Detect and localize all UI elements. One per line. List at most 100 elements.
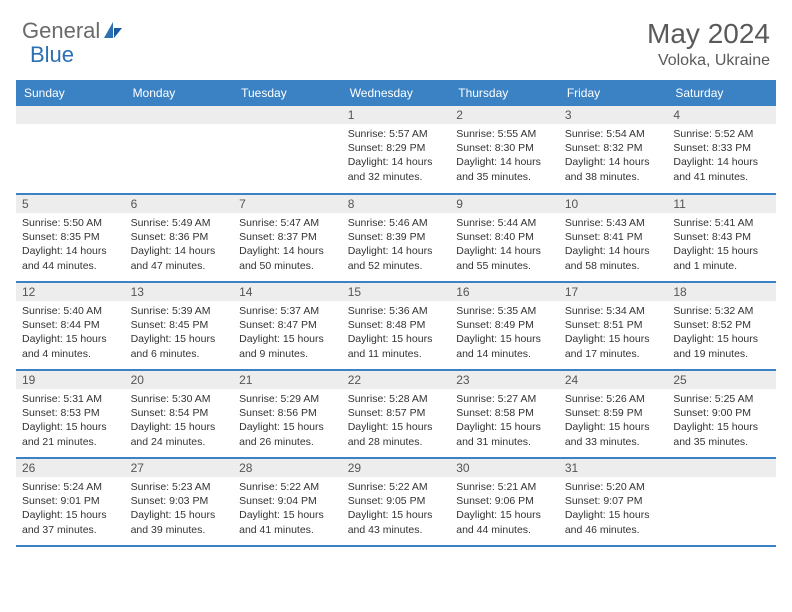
day-cell: 9Sunrise: 5:44 AMSunset: 8:40 PMDaylight… [450, 194, 559, 282]
day-number: 7 [233, 195, 342, 213]
day-body: Sunrise: 5:27 AMSunset: 8:58 PMDaylight:… [450, 389, 559, 453]
day-cell: 20Sunrise: 5:30 AMSunset: 8:54 PMDayligh… [125, 370, 234, 458]
day-number: 26 [16, 459, 125, 477]
sunset-line: Sunset: 8:58 PM [456, 406, 553, 420]
daylight-line: Daylight: 14 hours and 35 minutes. [456, 155, 553, 183]
sunrise-line: Sunrise: 5:43 AM [565, 216, 662, 230]
day-cell: 11Sunrise: 5:41 AMSunset: 8:43 PMDayligh… [667, 194, 776, 282]
sunrise-line: Sunrise: 5:28 AM [348, 392, 445, 406]
daylight-line: Daylight: 15 hours and 26 minutes. [239, 420, 336, 448]
daylight-line: Daylight: 14 hours and 38 minutes. [565, 155, 662, 183]
day-number [233, 106, 342, 124]
day-number: 23 [450, 371, 559, 389]
day-number: 1 [342, 106, 451, 124]
daylight-line: Daylight: 15 hours and 31 minutes. [456, 420, 553, 448]
sunset-line: Sunset: 8:41 PM [565, 230, 662, 244]
sunset-line: Sunset: 8:43 PM [673, 230, 770, 244]
sunrise-line: Sunrise: 5:46 AM [348, 216, 445, 230]
daylight-line: Daylight: 15 hours and 6 minutes. [131, 332, 228, 360]
day-number: 3 [559, 106, 668, 124]
week-row: 1Sunrise: 5:57 AMSunset: 8:29 PMDaylight… [16, 106, 776, 194]
day-cell: 12Sunrise: 5:40 AMSunset: 8:44 PMDayligh… [16, 282, 125, 370]
day-body: Sunrise: 5:55 AMSunset: 8:30 PMDaylight:… [450, 124, 559, 188]
sunrise-line: Sunrise: 5:50 AM [22, 216, 119, 230]
daylight-line: Daylight: 15 hours and 11 minutes. [348, 332, 445, 360]
brand-logo: General [22, 18, 126, 44]
sunset-line: Sunset: 8:52 PM [673, 318, 770, 332]
sunrise-line: Sunrise: 5:37 AM [239, 304, 336, 318]
day-number: 31 [559, 459, 668, 477]
day-cell: 18Sunrise: 5:32 AMSunset: 8:52 PMDayligh… [667, 282, 776, 370]
day-header: Saturday [667, 80, 776, 106]
daylight-line: Daylight: 15 hours and 28 minutes. [348, 420, 445, 448]
sunrise-line: Sunrise: 5:27 AM [456, 392, 553, 406]
sunset-line: Sunset: 8:54 PM [131, 406, 228, 420]
day-cell: 23Sunrise: 5:27 AMSunset: 8:58 PMDayligh… [450, 370, 559, 458]
day-body: Sunrise: 5:22 AMSunset: 9:05 PMDaylight:… [342, 477, 451, 541]
sunset-line: Sunset: 8:48 PM [348, 318, 445, 332]
sunrise-line: Sunrise: 5:47 AM [239, 216, 336, 230]
day-body: Sunrise: 5:24 AMSunset: 9:01 PMDaylight:… [16, 477, 125, 541]
sunset-line: Sunset: 8:57 PM [348, 406, 445, 420]
sunrise-line: Sunrise: 5:40 AM [22, 304, 119, 318]
title-block: May 2024 Voloka, Ukraine [647, 18, 770, 70]
day-number: 9 [450, 195, 559, 213]
sunrise-line: Sunrise: 5:32 AM [673, 304, 770, 318]
daylight-line: Daylight: 14 hours and 44 minutes. [22, 244, 119, 272]
daylight-line: Daylight: 14 hours and 50 minutes. [239, 244, 336, 272]
daylight-line: Daylight: 15 hours and 24 minutes. [131, 420, 228, 448]
daylight-line: Daylight: 15 hours and 14 minutes. [456, 332, 553, 360]
day-body: Sunrise: 5:36 AMSunset: 8:48 PMDaylight:… [342, 301, 451, 365]
sunset-line: Sunset: 8:30 PM [456, 141, 553, 155]
day-header: Friday [559, 80, 668, 106]
day-number: 20 [125, 371, 234, 389]
daylight-line: Daylight: 14 hours and 52 minutes. [348, 244, 445, 272]
sunset-line: Sunset: 8:56 PM [239, 406, 336, 420]
sunset-line: Sunset: 8:49 PM [456, 318, 553, 332]
day-body: Sunrise: 5:37 AMSunset: 8:47 PMDaylight:… [233, 301, 342, 365]
daylight-line: Daylight: 14 hours and 58 minutes. [565, 244, 662, 272]
sunrise-line: Sunrise: 5:23 AM [131, 480, 228, 494]
week-row: 12Sunrise: 5:40 AMSunset: 8:44 PMDayligh… [16, 282, 776, 370]
day-cell: 13Sunrise: 5:39 AMSunset: 8:45 PMDayligh… [125, 282, 234, 370]
daylight-line: Daylight: 15 hours and 44 minutes. [456, 508, 553, 536]
day-cell [125, 106, 234, 194]
day-cell: 28Sunrise: 5:22 AMSunset: 9:04 PMDayligh… [233, 458, 342, 546]
sunrise-line: Sunrise: 5:22 AM [348, 480, 445, 494]
day-number: 17 [559, 283, 668, 301]
sunrise-line: Sunrise: 5:25 AM [673, 392, 770, 406]
day-body: Sunrise: 5:50 AMSunset: 8:35 PMDaylight:… [16, 213, 125, 277]
sunrise-line: Sunrise: 5:26 AM [565, 392, 662, 406]
day-cell: 4Sunrise: 5:52 AMSunset: 8:33 PMDaylight… [667, 106, 776, 194]
daylight-line: Daylight: 14 hours and 47 minutes. [131, 244, 228, 272]
brand-name-2: Blue [30, 42, 74, 67]
day-number [125, 106, 234, 124]
sunset-line: Sunset: 8:47 PM [239, 318, 336, 332]
day-body: Sunrise: 5:39 AMSunset: 8:45 PMDaylight:… [125, 301, 234, 365]
sunrise-line: Sunrise: 5:41 AM [673, 216, 770, 230]
day-cell: 29Sunrise: 5:22 AMSunset: 9:05 PMDayligh… [342, 458, 451, 546]
day-cell [667, 458, 776, 546]
day-number: 6 [125, 195, 234, 213]
day-body: Sunrise: 5:34 AMSunset: 8:51 PMDaylight:… [559, 301, 668, 365]
day-cell: 22Sunrise: 5:28 AMSunset: 8:57 PMDayligh… [342, 370, 451, 458]
day-number: 22 [342, 371, 451, 389]
day-body: Sunrise: 5:28 AMSunset: 8:57 PMDaylight:… [342, 389, 451, 453]
day-cell: 3Sunrise: 5:54 AMSunset: 8:32 PMDaylight… [559, 106, 668, 194]
sunset-line: Sunset: 9:07 PM [565, 494, 662, 508]
daylight-line: Daylight: 15 hours and 9 minutes. [239, 332, 336, 360]
day-body: Sunrise: 5:47 AMSunset: 8:37 PMDaylight:… [233, 213, 342, 277]
sunrise-line: Sunrise: 5:54 AM [565, 127, 662, 141]
day-number: 15 [342, 283, 451, 301]
day-cell: 2Sunrise: 5:55 AMSunset: 8:30 PMDaylight… [450, 106, 559, 194]
sunset-line: Sunset: 9:06 PM [456, 494, 553, 508]
day-cell: 27Sunrise: 5:23 AMSunset: 9:03 PMDayligh… [125, 458, 234, 546]
day-body: Sunrise: 5:41 AMSunset: 8:43 PMDaylight:… [667, 213, 776, 277]
daylight-line: Daylight: 15 hours and 33 minutes. [565, 420, 662, 448]
sunrise-line: Sunrise: 5:36 AM [348, 304, 445, 318]
sunset-line: Sunset: 8:45 PM [131, 318, 228, 332]
day-body: Sunrise: 5:40 AMSunset: 8:44 PMDaylight:… [16, 301, 125, 365]
daylight-line: Daylight: 15 hours and 1 minute. [673, 244, 770, 272]
day-body: Sunrise: 5:20 AMSunset: 9:07 PMDaylight:… [559, 477, 668, 541]
sunset-line: Sunset: 8:44 PM [22, 318, 119, 332]
